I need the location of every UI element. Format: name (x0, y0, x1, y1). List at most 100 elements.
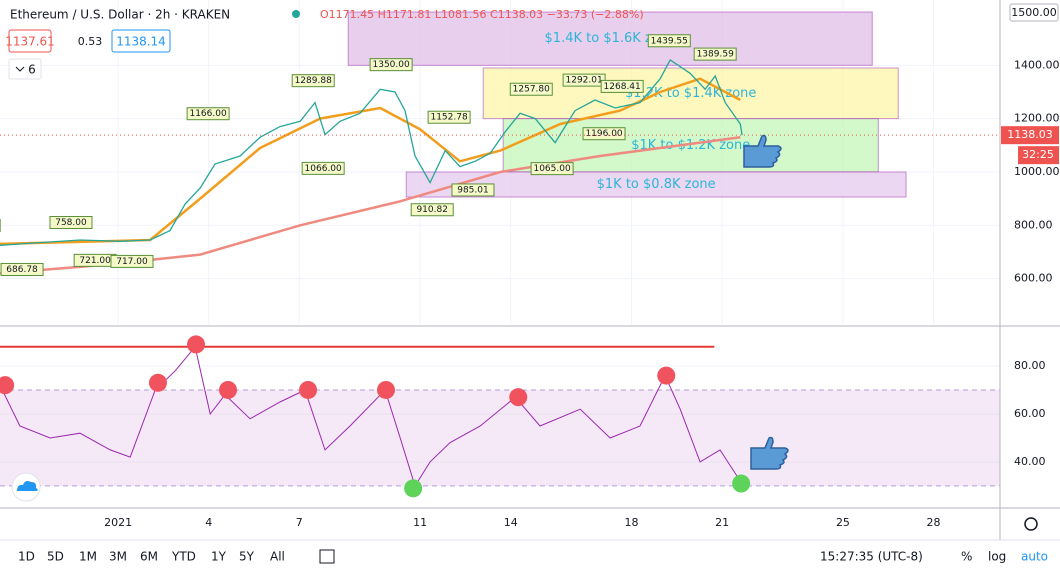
y-tick-label: 1200.00 (1014, 112, 1060, 125)
countdown: 32:25 (1022, 148, 1054, 161)
callout-box (369, 58, 413, 72)
callout-label: 717.00 (116, 257, 148, 267)
indicator-toggle[interactable] (8, 58, 42, 80)
rsi-marker (732, 474, 751, 493)
logo-cloud (17, 481, 38, 491)
range-button[interactable]: All (270, 550, 285, 564)
callout-label: 686.78 (6, 265, 38, 275)
spread: 0.53 (78, 35, 103, 48)
zone-label: $1K to $0.8K zone (597, 177, 716, 192)
range-button[interactable]: YTD (171, 550, 196, 564)
rsi-marker (509, 388, 528, 407)
callout-label: 1196.00 (585, 129, 622, 139)
y-tick-label: 60.00 (1014, 407, 1046, 420)
range-button[interactable]: 6M (140, 550, 158, 564)
callout-box (427, 110, 471, 124)
chevron (15, 66, 25, 72)
x-tick-label: 18 (625, 516, 639, 529)
countdown-pill (1018, 146, 1059, 165)
callout-label: 910.82 (416, 205, 448, 215)
callout-label: 1389.59 (697, 50, 734, 60)
y-tick-label: 600.00 (1014, 272, 1053, 285)
last-price: 1138.03 (1007, 128, 1053, 141)
callout-box (410, 203, 454, 217)
y-tick-label: 800.00 (1014, 218, 1053, 231)
callout-box (647, 34, 691, 48)
range-button[interactable]: 1M (79, 550, 97, 564)
rsi-marker (657, 366, 676, 385)
callout-label: 1065.00 (533, 164, 570, 174)
range-button[interactable]: 5D (47, 550, 64, 564)
callout-label: 1439.55 (651, 36, 688, 46)
callout-label: 1166.00 (189, 109, 226, 119)
callout-box (301, 161, 345, 175)
auto-toggle[interactable]: auto (1021, 550, 1048, 564)
date-range-button[interactable] (319, 549, 335, 564)
ask: 1138.14 (116, 35, 166, 49)
price-pill (1001, 126, 1059, 145)
range-button[interactable]: 1Y (211, 550, 227, 564)
callout-box (49, 215, 93, 229)
x-tick-label: 2021 (104, 516, 132, 529)
rsi-marker (187, 335, 206, 354)
zone-label: $1.4K to $1.6K zone (545, 31, 676, 46)
range-button[interactable]: 5Y (239, 550, 255, 564)
callout-box (110, 254, 154, 268)
y-tick-label: 80.00 (1014, 359, 1046, 372)
callout-label: 758.00 (55, 218, 87, 228)
callout-box (530, 162, 574, 176)
callout-label: 1289.88 (295, 76, 332, 86)
zone (347, 11, 873, 66)
y-tick-label: 1400.00 (1014, 58, 1060, 71)
series-line (0, 345, 741, 488)
callout-label: 1268.41 (604, 82, 641, 92)
top-pill (1009, 3, 1059, 22)
indicator-count: 6 (28, 63, 36, 77)
x-tick-label: 25 (836, 516, 850, 529)
callout-box (509, 82, 553, 96)
ask-box[interactable] (111, 29, 171, 53)
callout-label: 1257.80 (513, 85, 550, 95)
settings[interactable] (1024, 517, 1038, 531)
y-tick-label: 40.00 (1014, 455, 1046, 468)
callout-label: 1152.78 (430, 113, 467, 123)
range-button[interactable]: 3M (109, 550, 127, 564)
callout-box (693, 47, 737, 61)
bid-box[interactable] (8, 29, 52, 53)
ohlc: O1171.45 H1171.81 L1081.56 C1138.03 −33.… (320, 8, 644, 21)
top-label: 1500.00 (1011, 6, 1057, 19)
bid: 1137.61 (5, 35, 55, 49)
rsi-marker (376, 380, 395, 399)
x-tick-label: 14 (504, 516, 518, 529)
callout-label: 721.00 (79, 256, 111, 266)
callout-box (291, 74, 335, 88)
range-button[interactable]: 1D (18, 550, 35, 564)
rsi-marker (148, 373, 167, 392)
hand-icon (743, 134, 782, 168)
rsi-marker (404, 479, 423, 498)
callout-label: 985.01 (457, 185, 489, 195)
callout-label: 1292.01 (566, 76, 603, 86)
callout-box (600, 79, 644, 93)
x-tick-label: 4 (205, 516, 212, 529)
callout-box (0, 262, 44, 276)
status-dot (292, 10, 300, 18)
callout-box (582, 127, 626, 141)
callout-label: 1350.00 (373, 60, 410, 70)
rsi-marker (0, 376, 15, 395)
callout-label: 1066.00 (305, 164, 342, 174)
rsi-band (0, 389, 1000, 486)
symbol: Ethereum / U.S. Dollar · 2h · KRAKEN (10, 8, 230, 22)
callout-box (186, 107, 230, 121)
x-tick-label: 7 (296, 516, 303, 529)
x-tick-label: 11 (413, 516, 427, 529)
x-tick-label: 28 (927, 516, 941, 529)
hand-icon (750, 436, 789, 470)
series-line (0, 59, 743, 246)
percent-toggle[interactable]: % (961, 550, 972, 564)
x-tick-label: 21 (715, 516, 729, 529)
log-toggle[interactable]: log (988, 550, 1006, 564)
rsi-marker (299, 380, 318, 399)
series-line (0, 77, 741, 246)
